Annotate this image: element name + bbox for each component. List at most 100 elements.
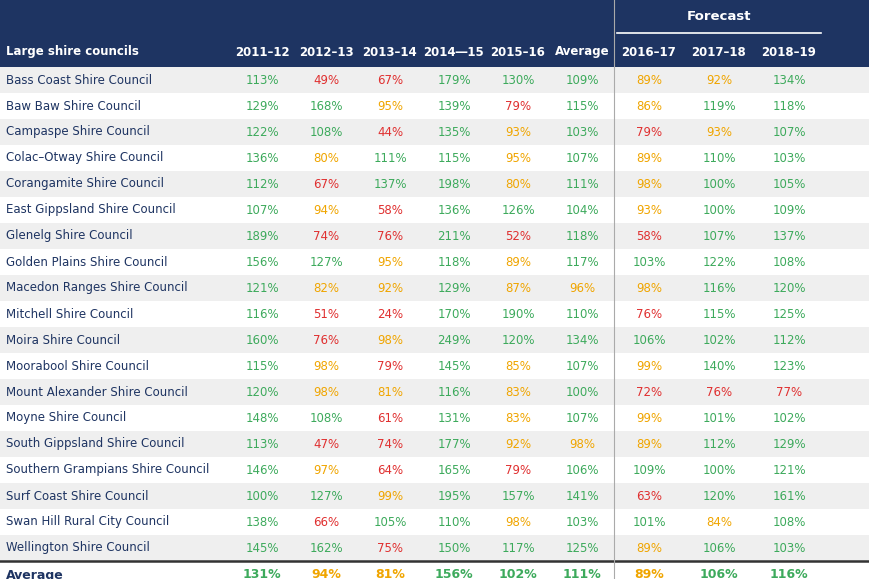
Text: 107%: 107% — [565, 360, 598, 372]
Bar — [0, 483, 869, 509]
Text: 103%: 103% — [772, 541, 805, 555]
Text: 156%: 156% — [434, 569, 473, 579]
Text: 110%: 110% — [565, 307, 598, 321]
Text: 83%: 83% — [505, 386, 530, 398]
Text: 107%: 107% — [565, 152, 598, 164]
Text: Moira Shire Council: Moira Shire Council — [6, 334, 120, 346]
Text: 103%: 103% — [632, 255, 665, 269]
Text: 67%: 67% — [313, 178, 339, 190]
Text: 107%: 107% — [772, 126, 805, 138]
Text: 105%: 105% — [373, 515, 406, 529]
Text: 87%: 87% — [504, 281, 530, 295]
Bar — [0, 119, 869, 145]
Text: 2018–19: 2018–19 — [760, 46, 815, 58]
Text: 98%: 98% — [504, 515, 530, 529]
Text: Southern Grampians Shire Council: Southern Grampians Shire Council — [6, 464, 209, 477]
Text: 138%: 138% — [245, 515, 278, 529]
Text: 2017–18: 2017–18 — [691, 46, 746, 58]
Text: 113%: 113% — [245, 74, 278, 86]
Text: 116%: 116% — [701, 281, 735, 295]
Text: 106%: 106% — [701, 541, 735, 555]
Text: 134%: 134% — [565, 334, 598, 346]
Text: 74%: 74% — [313, 229, 339, 243]
Text: Forecast: Forecast — [686, 10, 751, 23]
Text: 120%: 120% — [245, 386, 278, 398]
Text: 113%: 113% — [245, 438, 278, 450]
Text: 81%: 81% — [376, 386, 402, 398]
Text: 92%: 92% — [504, 438, 530, 450]
Text: 86%: 86% — [635, 100, 661, 112]
Text: 101%: 101% — [632, 515, 665, 529]
Text: 74%: 74% — [376, 438, 402, 450]
Bar — [0, 275, 869, 301]
Text: 85%: 85% — [505, 360, 530, 372]
Text: 92%: 92% — [376, 281, 402, 295]
Text: Moyne Shire Council: Moyne Shire Council — [6, 412, 126, 424]
Text: 108%: 108% — [772, 255, 805, 269]
Text: Wellington Shire Council: Wellington Shire Council — [6, 541, 149, 555]
Text: South Gippsland Shire Council: South Gippsland Shire Council — [6, 438, 184, 450]
Text: 76%: 76% — [635, 307, 661, 321]
Text: 79%: 79% — [635, 126, 661, 138]
Bar — [0, 431, 869, 457]
Text: 2012–13: 2012–13 — [298, 46, 353, 58]
Text: Mount Alexander Shire Council: Mount Alexander Shire Council — [6, 386, 188, 398]
Text: 108%: 108% — [309, 412, 342, 424]
Text: 100%: 100% — [701, 464, 735, 477]
Text: 76%: 76% — [705, 386, 731, 398]
Text: 177%: 177% — [437, 438, 470, 450]
Text: 121%: 121% — [245, 281, 278, 295]
Text: Average: Average — [554, 46, 608, 58]
Text: 125%: 125% — [565, 541, 598, 555]
Text: 89%: 89% — [635, 152, 661, 164]
Text: 140%: 140% — [701, 360, 735, 372]
Text: 106%: 106% — [699, 569, 738, 579]
Text: 125%: 125% — [772, 307, 805, 321]
Text: 116%: 116% — [437, 386, 470, 398]
Text: 52%: 52% — [504, 229, 530, 243]
Text: 141%: 141% — [565, 489, 598, 503]
Text: Large shire councils: Large shire councils — [6, 46, 139, 58]
Text: 131%: 131% — [242, 569, 281, 579]
Text: 189%: 189% — [245, 229, 278, 243]
Text: 249%: 249% — [437, 334, 470, 346]
Text: 94%: 94% — [311, 569, 341, 579]
Text: 98%: 98% — [635, 178, 661, 190]
Text: Macedon Ranges Shire Council: Macedon Ranges Shire Council — [6, 281, 188, 295]
Text: Swan Hill Rural City Council: Swan Hill Rural City Council — [6, 515, 169, 529]
Text: 82%: 82% — [313, 281, 339, 295]
Bar — [0, 457, 869, 483]
Text: 111%: 111% — [565, 178, 598, 190]
Text: 100%: 100% — [701, 178, 735, 190]
Text: 93%: 93% — [635, 203, 661, 217]
Text: 81%: 81% — [375, 569, 404, 579]
Text: 109%: 109% — [772, 203, 805, 217]
Text: 122%: 122% — [245, 126, 278, 138]
Text: 66%: 66% — [313, 515, 339, 529]
Text: 119%: 119% — [701, 100, 735, 112]
Text: 102%: 102% — [498, 569, 537, 579]
Text: 150%: 150% — [437, 541, 470, 555]
Text: 109%: 109% — [565, 74, 598, 86]
Text: 99%: 99% — [376, 489, 402, 503]
Text: 95%: 95% — [376, 100, 402, 112]
Text: 104%: 104% — [565, 203, 598, 217]
Text: 116%: 116% — [245, 307, 278, 321]
Text: 97%: 97% — [313, 464, 339, 477]
Text: 83%: 83% — [505, 412, 530, 424]
Text: 76%: 76% — [313, 334, 339, 346]
Text: 51%: 51% — [313, 307, 339, 321]
Text: 58%: 58% — [376, 203, 402, 217]
Text: 98%: 98% — [313, 360, 339, 372]
Bar — [0, 301, 869, 327]
Text: 146%: 146% — [245, 464, 278, 477]
Text: 160%: 160% — [245, 334, 278, 346]
Text: 76%: 76% — [376, 229, 402, 243]
Text: Baw Baw Shire Council: Baw Baw Shire Council — [6, 100, 141, 112]
Text: Colac–Otway Shire Council: Colac–Otway Shire Council — [6, 152, 163, 164]
Text: 98%: 98% — [568, 438, 594, 450]
Text: 139%: 139% — [437, 100, 470, 112]
Text: 89%: 89% — [635, 541, 661, 555]
Text: 63%: 63% — [635, 489, 661, 503]
Text: 148%: 148% — [245, 412, 278, 424]
